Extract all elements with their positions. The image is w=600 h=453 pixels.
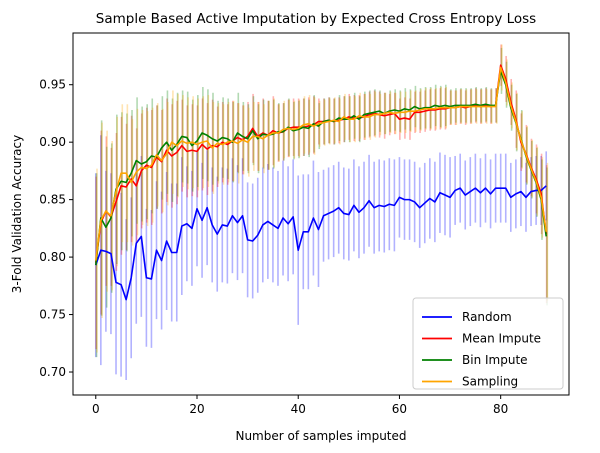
y-tick-label: 0.75 xyxy=(39,308,66,322)
legend-label-random: Random xyxy=(462,310,512,324)
y-axis-ticks: 0.70 0.75 0.80 0.85 0.90 0.95 xyxy=(39,78,73,379)
y-tick-label: 0.85 xyxy=(39,193,66,207)
series-lines-layer xyxy=(94,64,548,301)
series-line-sampling xyxy=(94,66,548,261)
y-tick-label: 0.95 xyxy=(39,78,66,92)
legend: Random Mean Impute Bin Impute Sampling xyxy=(412,297,564,390)
x-tick-label: 0 xyxy=(92,402,100,416)
x-axis-label: Number of samples imputed xyxy=(235,429,406,443)
x-tick-label: 40 xyxy=(291,402,306,416)
legend-label-sampling: Sampling xyxy=(462,375,518,389)
legend-box xyxy=(412,297,564,390)
legend-label-mean-impute: Mean Impute xyxy=(462,332,541,346)
y-tick-label: 0.90 xyxy=(39,135,66,149)
legend-label-bin-impute: Bin Impute xyxy=(462,353,528,367)
y-tick-label: 0.80 xyxy=(39,250,66,264)
y-tick-label: 0.70 xyxy=(39,365,66,379)
chart-title: Sample Based Active Imputation by Expect… xyxy=(96,11,536,27)
plot-frame xyxy=(72,32,570,396)
y-axis-label: 3-Fold Validation Accuracy xyxy=(10,135,24,293)
series-line-random xyxy=(95,185,547,301)
x-tick-label: 60 xyxy=(392,402,407,416)
x-axis-ticks: 0 20 40 60 80 xyxy=(92,395,508,416)
x-tick-label: 80 xyxy=(493,402,508,416)
x-tick-label: 20 xyxy=(189,402,204,416)
